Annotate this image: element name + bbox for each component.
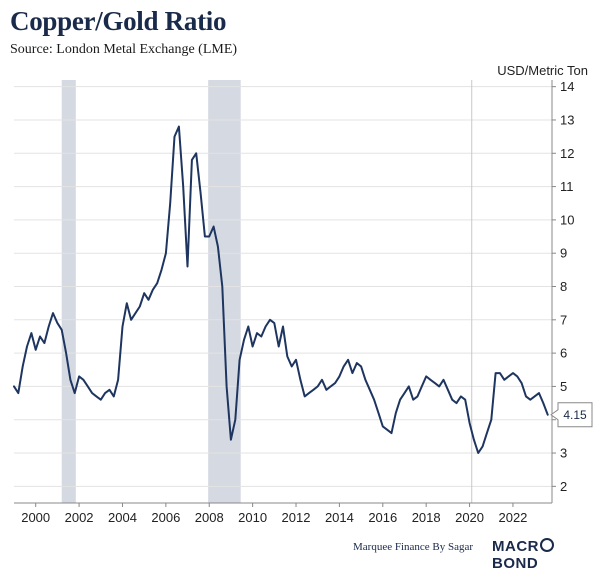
last-value-layer: 4.15 <box>550 402 593 428</box>
x-tick-label-2008: 2008 <box>195 510 224 525</box>
y-tick-label-10: 10 <box>560 212 574 227</box>
y-tick-label-13: 13 <box>560 112 574 127</box>
x-tick-label-2000: 2000 <box>21 510 50 525</box>
y-tick-label-9: 9 <box>560 246 567 261</box>
x-tick-label-2002: 2002 <box>65 510 94 525</box>
x-tick-label-2004: 2004 <box>108 510 137 525</box>
last-value-box <box>550 402 593 428</box>
y-tick-label-5: 5 <box>560 379 567 394</box>
brand-text-left: MACR <box>492 538 539 555</box>
x-tick-label-2012: 2012 <box>282 510 311 525</box>
x-tick-label-2016: 2016 <box>368 510 397 525</box>
recession-bands <box>61 80 241 503</box>
y-tick-label-3: 3 <box>560 446 567 461</box>
series-line-1 <box>13 125 549 454</box>
x-tick-label-2014: 2014 <box>325 510 354 525</box>
x-tick-label-2010: 2010 <box>238 510 267 525</box>
x-tick-label-2020: 2020 <box>455 510 484 525</box>
last-value-label: 4.15 <box>550 402 593 428</box>
y-tick-label-11: 11 <box>560 179 574 194</box>
y-tick-label-6: 6 <box>560 346 567 361</box>
footer-credit: Marquee Finance By Sagar <box>353 541 474 553</box>
x-tick-label-2018: 2018 <box>412 510 441 525</box>
x-tick-label-2022: 2022 <box>498 510 527 525</box>
x-tick-label-2006: 2006 <box>151 510 180 525</box>
gridlines <box>14 80 552 503</box>
y-tick-label-2: 2 <box>560 479 567 494</box>
series-layer <box>13 125 549 454</box>
chart-subtitle: Source: London Metal Exchange (LME) <box>10 42 238 57</box>
y-tick-label-12: 12 <box>560 146 574 161</box>
brand-text-right: BOND <box>492 555 539 572</box>
chart-title: Copper/Gold Ratio <box>10 6 227 36</box>
recession-band-2 <box>208 80 241 503</box>
brand-ring-icon <box>540 538 554 552</box>
y-tick-label-7: 7 <box>560 312 567 327</box>
y-tick-label-8: 8 <box>560 279 567 294</box>
last-value-text: 4.15 <box>563 408 587 422</box>
recession-band-1 <box>61 80 76 503</box>
axes: 2345678910111213142000200220042006200820… <box>14 79 574 525</box>
y-tick-label-14: 14 <box>560 79 574 94</box>
y-axis-label: USD/Metric Ton <box>497 63 588 78</box>
